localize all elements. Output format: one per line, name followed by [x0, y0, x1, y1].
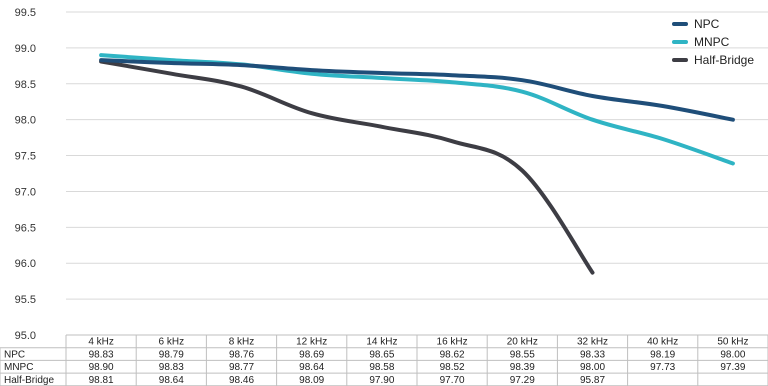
y-tick-label: 98.0 — [15, 115, 36, 127]
table-cell-value: 98.00 — [720, 349, 745, 360]
table-cell-value: 97.39 — [720, 362, 745, 373]
table-cell-value: 98.65 — [369, 349, 394, 360]
grid-lines — [66, 11, 768, 336]
legend: NPC MNPC Half-Bridge — [672, 17, 754, 67]
y-tick-label: 96.5 — [15, 222, 36, 234]
table-series-name: NPC — [4, 349, 25, 360]
x-category-label: 16 kHz — [437, 337, 468, 348]
table-cell-value: 98.39 — [510, 362, 535, 373]
table-cell-value: 98.33 — [580, 349, 605, 360]
table-cell-value: 98.69 — [299, 349, 324, 360]
table-cell-value: 98.76 — [229, 349, 254, 360]
x-category-label: 12 kHz — [296, 337, 327, 348]
table-cell-value: 98.58 — [369, 362, 394, 373]
table-cell-value: 98.62 — [440, 349, 465, 360]
table-cell-value: 98.79 — [159, 349, 184, 360]
series-line-mnpc — [99, 53, 735, 166]
table-cell-value: 97.29 — [510, 375, 535, 386]
table-cell-value: 98.52 — [440, 362, 465, 373]
table-cell-value: 97.90 — [369, 375, 394, 386]
legend-label: NPC — [694, 17, 720, 31]
x-category-label: 14 kHz — [366, 337, 397, 348]
table-cell-value: 98.83 — [89, 349, 114, 360]
y-tick-label: 96.0 — [15, 258, 36, 270]
x-category-label: 6 kHz — [159, 337, 185, 348]
table-cell-value: 98.55 — [510, 349, 535, 360]
table-cell-value: 98.00 — [580, 362, 605, 373]
table-cell-value: 97.70 — [440, 375, 465, 386]
table-series-name: MNPC — [4, 362, 33, 373]
x-category-label: 20 kHz — [507, 337, 538, 348]
table-cell-value: 98.64 — [299, 362, 324, 373]
table-cell-value: 98.46 — [229, 375, 254, 386]
legend-label: MNPC — [694, 35, 730, 49]
series-lines — [99, 53, 735, 275]
table-cell-value: 95.87 — [580, 375, 605, 386]
x-category-label: 8 kHz — [229, 337, 255, 348]
y-tick-label: 99.0 — [15, 43, 36, 55]
series-line-half-bridge — [99, 59, 595, 275]
legend-label: Half-Bridge — [694, 53, 754, 67]
table-cell-value: 98.64 — [159, 375, 184, 386]
x-category-label: 50 kHz — [717, 337, 748, 348]
table-cell-value: 98.09 — [299, 375, 324, 386]
table-cell-value: 98.19 — [650, 349, 675, 360]
series-line-npc — [99, 58, 735, 122]
y-axis-tick-labels: 95.0 95.5 96.0 96.5 97.0 97.5 98.0 98.5 99.0 99.5 — [15, 7, 36, 342]
table-cell-value: 98.90 — [89, 362, 114, 373]
y-tick-label: 98.5 — [15, 79, 36, 91]
x-category-label: 32 kHz — [577, 337, 608, 348]
y-tick-label: 99.5 — [15, 7, 36, 19]
y-tick-label: 97.5 — [15, 151, 36, 163]
table-cell-value: 98.83 — [159, 362, 184, 373]
y-tick-label: 95.0 — [15, 330, 36, 342]
y-tick-label: 95.5 — [15, 294, 36, 306]
table-cell-value: 97.73 — [650, 362, 675, 373]
x-category-label: 4 kHz — [88, 337, 114, 348]
y-tick-label: 97.0 — [15, 186, 36, 198]
table-cell-value: 98.77 — [229, 362, 254, 373]
table-series-name: Half-Bridge — [4, 375, 54, 386]
x-category-label: 40 kHz — [647, 337, 678, 348]
data-table: 4 kHz 6 kHz 8 kHz 12 kHz 14 kHz 16 kHz 20 kHz 3… — [0, 334, 768, 386]
table-cell-value: 98.81 — [89, 375, 114, 386]
